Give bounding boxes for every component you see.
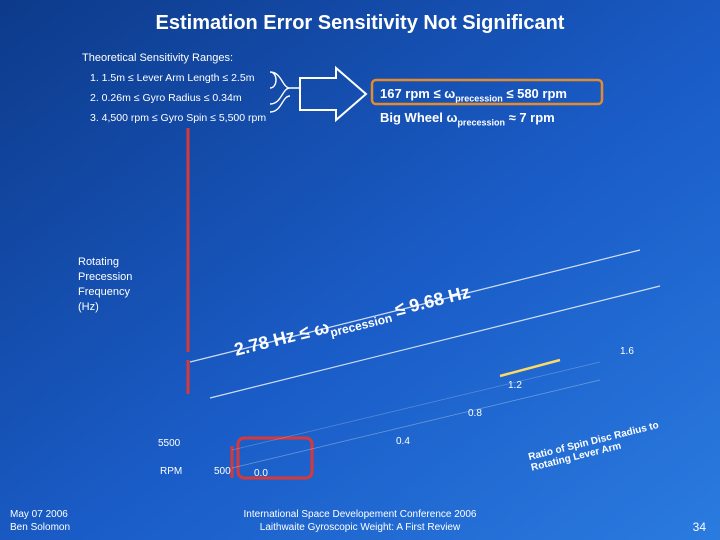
rot-l2: Precession <box>78 270 132 285</box>
slide-title: Estimation Error Sensitivity Not Signifi… <box>0 12 720 35</box>
bigwheel-post: ≈ 7 rpm <box>505 110 555 125</box>
footer-center-1: International Space Developement Confere… <box>0 508 720 521</box>
bigwheel-line: Big Wheel ωprecession ≈ 7 rpm <box>380 110 555 128</box>
precession-range-pre: 167 rpm ≤ ω <box>380 86 455 101</box>
tick-0-0: 0.0 <box>254 468 268 479</box>
footer-page-number: 34 <box>693 520 706 534</box>
tick-5500: 5500 <box>158 438 180 449</box>
tick-0-4: 0.4 <box>396 436 410 447</box>
band-pre: 2.78 Hz ≤ ω <box>232 317 331 360</box>
tick-rpm: RPM <box>160 466 182 477</box>
rot-l1: Rotating <box>78 255 132 270</box>
tick-500: 500 <box>214 466 231 477</box>
rotating-frequency-label: Rotating Precession Frequency (Hz) <box>78 255 132 315</box>
precession-sub: precession <box>455 94 503 104</box>
precession-range-post: ≤ 580 rpm <box>503 86 567 101</box>
ratio-axis-label: Ratio of Spin Disc Radius to Rotating Le… <box>527 420 662 474</box>
sensitivity-line-2: 2. 0.26m ≤ Gyro Radius ≤ 0.34m <box>90 92 242 104</box>
frequency-band: 2.78 Hz ≤ ωprecession ≤ 9.68 Hz <box>232 282 473 364</box>
tick-1-6: 1.6 <box>620 346 634 357</box>
bigwheel-sub: precession <box>457 118 505 128</box>
sensitivity-line-3: 3. 4,500 rpm ≤ Gyro Spin ≤ 5,500 rpm <box>90 112 266 124</box>
sensitivity-heading: Theoretical Sensitivity Ranges: <box>82 52 233 64</box>
rot-l3: Frequency <box>78 285 132 300</box>
footer-center: International Space Developement Confere… <box>0 508 720 534</box>
rot-l4: (Hz) <box>78 300 132 315</box>
tick-1-2: 1.2 <box>508 380 522 391</box>
tick-0-8: 0.8 <box>468 408 482 419</box>
footer-center-2: Laithwaite Gyroscopic Weight: A First Re… <box>0 521 720 534</box>
bigwheel-pre: Big Wheel ω <box>380 110 457 125</box>
precession-range: 167 rpm ≤ ωprecession ≤ 580 rpm <box>380 86 567 104</box>
band-post: ≤ 9.68 Hz <box>388 282 472 321</box>
band-sub: precession <box>329 311 394 340</box>
sensitivity-line-1: 1. 1.5m ≤ Lever Arm Length ≤ 2.5m <box>90 72 254 84</box>
